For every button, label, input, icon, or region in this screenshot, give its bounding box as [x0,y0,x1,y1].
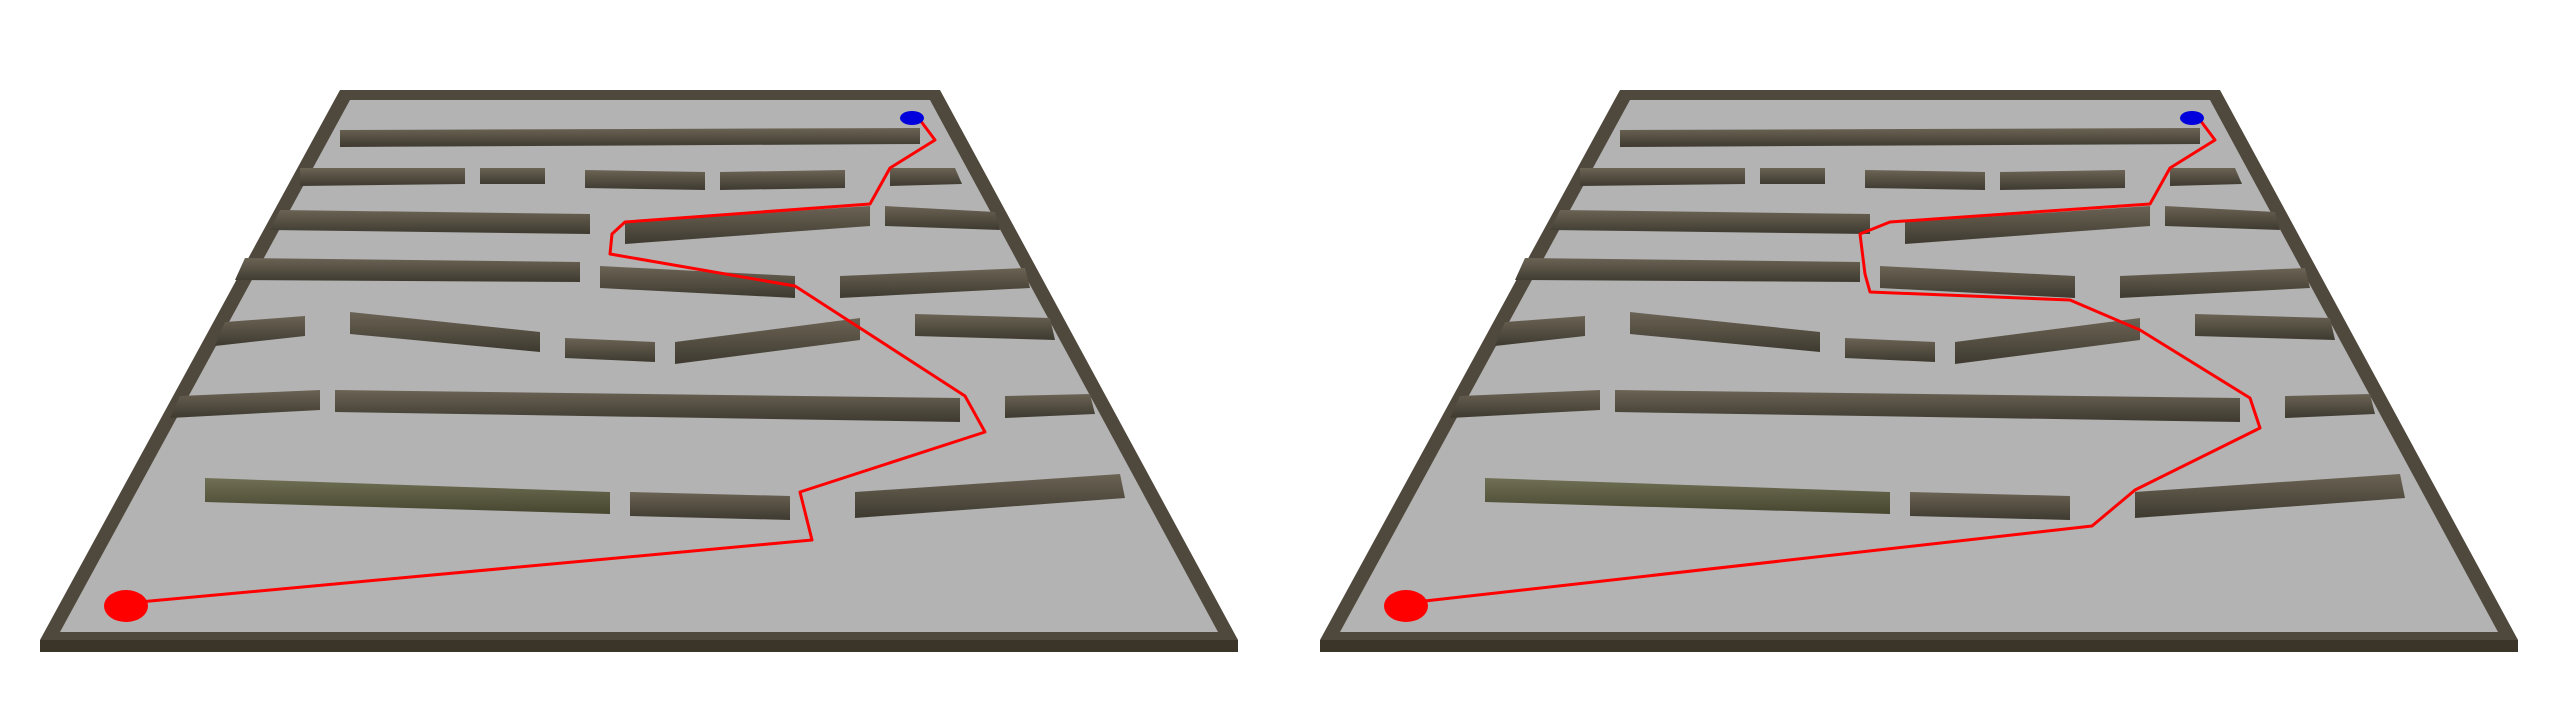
wall-row-2 [300,168,962,190]
maze-border-front [40,640,1238,652]
goal-marker [900,111,924,125]
wall-row-1 [1620,128,2200,147]
wall-row-7 [1485,474,2405,520]
wall-row-2 [1580,168,2242,190]
wall-row-1 [340,128,920,147]
start-marker [104,590,148,622]
wall-row-3 [1550,206,2280,244]
solution-path [1397,119,2262,606]
maze-left [40,90,1238,652]
wall-row-6 [170,390,1095,422]
maze-border-front [1320,640,2518,652]
wall-row-3 [270,206,1000,244]
wall-row-6 [1450,390,2375,422]
wall-row-5 [1495,312,2335,364]
goal-marker [2180,111,2204,125]
wall-row-4 [235,258,1030,298]
solution-path [117,119,987,606]
wall-row-5 [215,312,1055,364]
wall-row-7 [205,474,1125,520]
wall-row-4 [1515,258,2310,298]
maze-right [1320,90,2518,652]
start-marker [1384,590,1428,622]
